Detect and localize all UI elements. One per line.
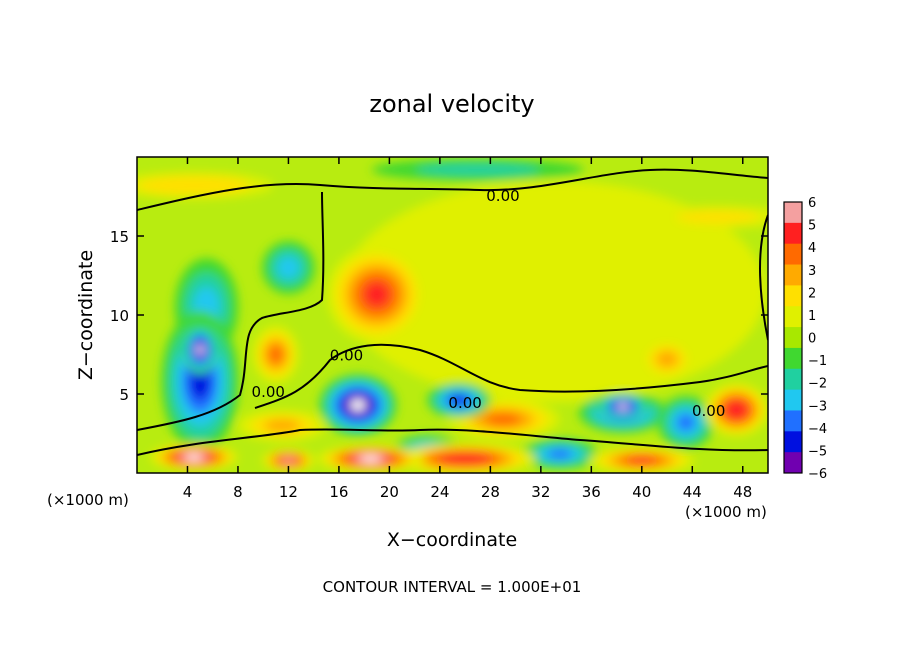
y-axis-label: Z−coordinate [75, 250, 97, 380]
y-tick-label: 15 [110, 228, 129, 246]
heat-cell-5-3 [277, 256, 300, 279]
heat-cell-15-5 [628, 456, 656, 464]
x-tick-label: 44 [683, 483, 702, 501]
colorbar-tick-label: 0 [808, 332, 816, 347]
heat-cell-6-3 [656, 351, 678, 368]
colorbar-tick-label: −6 [808, 467, 827, 482]
colorbar-swatch [784, 264, 802, 286]
colorbar-tick-label: −2 [808, 377, 827, 392]
heat-cell-0-2 [429, 226, 678, 356]
colorbar-swatch [784, 452, 802, 474]
colorbar-tick-label: −4 [808, 422, 827, 437]
colorbar-tick-label: −1 [808, 354, 827, 369]
colorbar-swatch [784, 327, 802, 349]
x-axis: 4 8 12 16 20 24 28 32 36 40 44 48 [183, 157, 752, 501]
x-tick-label: 28 [481, 483, 500, 501]
heat-cell-19-6 [729, 403, 744, 416]
colorbar: 6 5 4 3 2 1 0 −1 −2 −3 −4 −5 −6 [783, 196, 827, 482]
colorbar-swatch [784, 347, 802, 370]
heat-cell-21-7 [185, 454, 203, 461]
colorbar-swatch [784, 222, 802, 245]
heat-cell-2-2 [676, 210, 759, 224]
heat-cell-7-3 [263, 419, 301, 432]
colorbar-tick-label: 4 [808, 241, 816, 256]
contour-zero-upper [137, 168, 768, 211]
heat-cell-18-6 [449, 455, 481, 463]
heat-cell-3-3 [161, 179, 227, 191]
zero-contours [137, 168, 768, 456]
heat-cell-20-6 [282, 457, 295, 464]
heat-cell-25-7 [350, 399, 366, 411]
colorbar-tick-label: 5 [808, 219, 816, 234]
y-axis: 5 10 15 [110, 228, 768, 404]
colorbar-tick-label: 3 [808, 264, 816, 279]
colorbar-tick-label: −5 [808, 444, 827, 459]
heat-cell-11-4 [547, 449, 573, 459]
colorbar-swatch [784, 431, 802, 453]
heat-cell-12-4 [676, 413, 695, 431]
contour-interval-footer: CONTOUR INTERVAL = 1.000E+01 [323, 578, 582, 596]
colorbar-frame [783, 201, 803, 474]
colorbar-swatch [784, 243, 802, 266]
contour-label: 0.00 [448, 394, 481, 412]
heat-cell-14-5 [450, 395, 468, 405]
colorbar-swatch [784, 306, 802, 328]
y-tick-label: 10 [110, 307, 129, 325]
x-tick-label: 40 [632, 483, 651, 501]
colorbar-swatch [784, 410, 802, 432]
x-tick-label: 36 [582, 483, 601, 501]
contour-label: 0.00 [330, 347, 363, 365]
x-tick-label: 4 [183, 483, 193, 501]
x-unit-label-right: (×1000 m) [685, 503, 767, 521]
contour-zero-right [759, 214, 768, 341]
contour-label: 0.00 [252, 383, 285, 401]
colorbar-tick-label: −3 [808, 399, 827, 414]
colorbar-tick-label: 1 [808, 309, 816, 324]
colorbar-swatch [784, 389, 802, 411]
colorbar-swatch [784, 368, 802, 391]
heat-cell-8-4 [268, 345, 284, 364]
x-tick-label: 48 [733, 483, 752, 501]
colorbar-swatch [784, 202, 802, 224]
heat-cell-22-7 [360, 455, 381, 462]
contour-zero-lower [137, 428, 768, 456]
heat-cell-24-7 [618, 403, 628, 410]
plot-area: 0.00 0.00 0.00 0.00 0.00 [136, 156, 769, 474]
y-tick-label: 5 [119, 386, 129, 404]
x-unit-label-left: (×1000 m) [47, 491, 129, 509]
x-tick-label: 20 [380, 483, 399, 501]
x-tick-label: 32 [531, 483, 550, 501]
chart-title: zonal velocity [369, 90, 534, 118]
contour-labels: 0.00 0.00 0.00 0.00 0.00 [252, 187, 726, 420]
contour-label: 0.00 [692, 402, 725, 420]
contour-label: 0.00 [486, 187, 519, 205]
heat-cell-1-2 [415, 163, 540, 177]
x-axis-label: X−coordinate [387, 529, 517, 551]
colorbar-tick-label: 6 [808, 196, 816, 211]
x-tick-label: 24 [430, 483, 449, 501]
colorbar-swatch [784, 285, 802, 307]
contour-zero-middle [254, 343, 768, 409]
heat-cell-16-5 [363, 281, 390, 308]
colorbar-tick-label: 2 [808, 286, 816, 301]
contour-zero-dome [137, 191, 325, 431]
x-tick-label: 8 [233, 483, 243, 501]
heat-cell-23-7 [196, 345, 204, 355]
heat-cell-9-4 [484, 412, 521, 426]
x-tick-label: 12 [279, 483, 298, 501]
x-tick-label: 16 [329, 483, 348, 501]
